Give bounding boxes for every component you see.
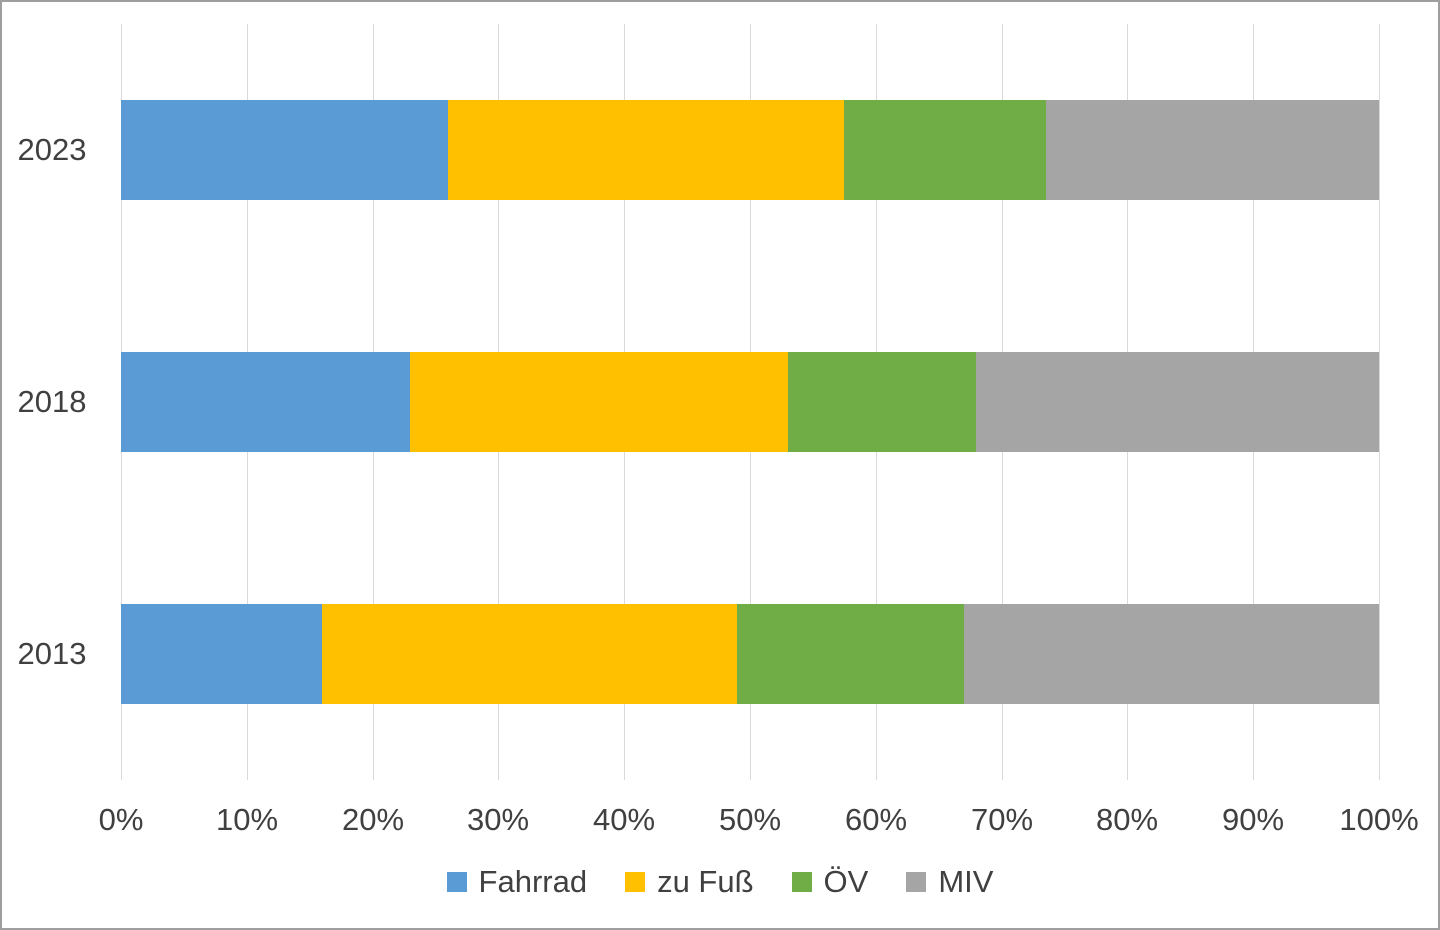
x-axis-label-30pct: 30% [466,802,530,837]
legend-swatch-icon-Fahrrad [446,872,467,892]
legend-swatch-icon-MIV [906,872,927,892]
y-axis-label-2018: 2018 [17,384,87,419]
plot-area [121,24,1380,780]
bar-segment-2023-Fahrrad [121,100,449,200]
legend-item-Fahrrad: Fahrrad [446,864,588,900]
y-axis-label-2023: 2023 [17,132,87,167]
bar-segment-2013-Fahrrad [121,604,323,704]
legend-item-ÖV: ÖV [791,864,869,900]
bar-segment-2023-ÖV [844,100,1046,200]
bar-segment-2018-MIV [976,352,1379,452]
legend-item-MIV: MIV [906,864,993,900]
legend-swatch-icon-ÖV [791,872,812,892]
bar-row-2023 [121,100,1379,200]
bar-segment-2018-Fahrrad [121,352,411,452]
x-axis-label-100pct: 100% [1339,802,1419,837]
y-axis-label-2013: 2013 [17,636,87,671]
legend-swatch-icon-zu Fuß [625,872,646,892]
x-axis-label-70pct: 70% [970,802,1034,837]
bar-row-2013 [121,604,1379,704]
legend: Fahrrad zu Fuß ÖV MIV [2,864,1438,900]
bar-segment-2013-zu Fuß [322,604,738,704]
legend-label-Fahrrad: Fahrrad [478,864,588,899]
gridline-100pct [1379,24,1380,780]
bar-segment-2013-ÖV [737,604,964,704]
x-axis-label-90pct: 90% [1221,802,1285,837]
legend-label-MIV: MIV [938,864,994,899]
bar-segment-2018-zu Fuß [410,352,788,452]
x-axis-label-0pct: 0% [98,802,144,837]
x-axis-label-80pct: 80% [1095,802,1159,837]
legend-item-zu Fuß: zu Fuß [625,864,754,900]
bar-segment-2013-MIV [963,604,1379,704]
x-axis-label-60pct: 60% [844,802,908,837]
bar-segment-2023-MIV [1045,100,1379,200]
bar-row-2018 [121,352,1379,452]
x-axis-label-20pct: 20% [341,802,405,837]
x-axis-label-10pct: 10% [215,802,279,837]
bar-segment-2018-ÖV [787,352,977,452]
legend-label-zu Fuß: zu Fuß [657,864,754,899]
legend-label-ÖV: ÖV [823,864,869,899]
x-axis-label-40pct: 40% [592,802,656,837]
x-axis-label-50pct: 50% [718,802,782,837]
bar-segment-2023-zu Fuß [448,100,845,200]
